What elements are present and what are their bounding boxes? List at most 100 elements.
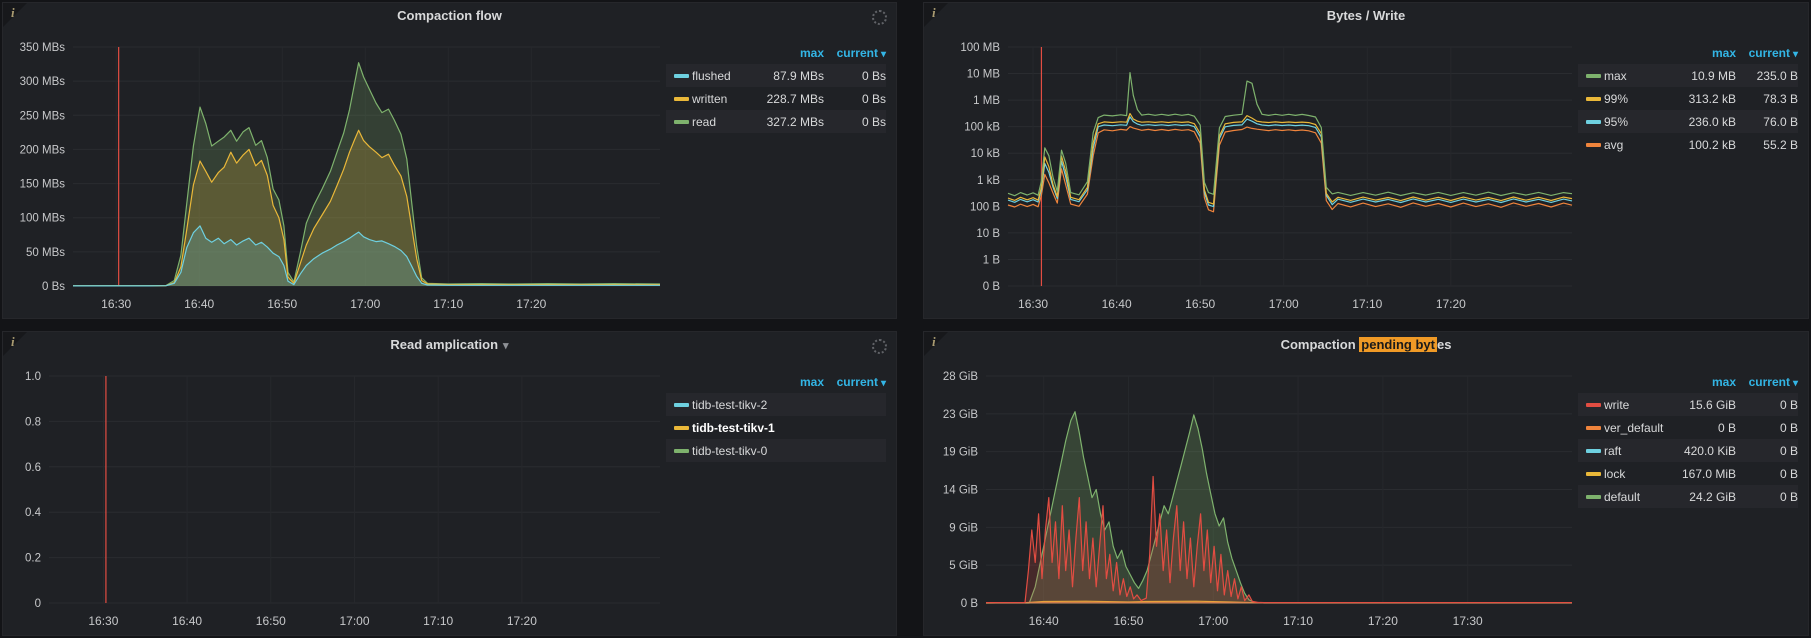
- series-color-swatch[interactable]: [1586, 96, 1601, 101]
- legend-max-value: 24.2 GiB: [1689, 489, 1736, 504]
- y-axis-tick-label: 50 MBs: [26, 247, 65, 259]
- series-color-swatch[interactable]: [1586, 494, 1601, 499]
- legend-header: max current ▾: [666, 370, 886, 393]
- chart-area[interactable]: 350 MBs 300 MBs 250 MBs 200 MBs 150 MBs 100 M…: [3, 29, 666, 318]
- panel-title[interactable]: Compaction flow: [3, 3, 896, 29]
- y-axis-tick-label: 100 MB: [960, 42, 1000, 54]
- legend-current-value: 76.0 B: [1763, 114, 1798, 129]
- legend-max-value: 10.9 MB: [1691, 68, 1736, 83]
- legend-series-label[interactable]: default: [1604, 489, 1641, 504]
- info-icon[interactable]: i: [932, 5, 936, 20]
- swatch-cell: [1578, 448, 1604, 453]
- title-caret-icon[interactable]: ▾: [503, 340, 509, 352]
- chart-area[interactable]: 28 GiB 23 GiB 19 GiB 14 GiB 9 GiB 5 GiB 0 B 16:…: [924, 358, 1578, 635]
- series-color-swatch[interactable]: [674, 96, 689, 101]
- legend-current-value: 0 Bs: [861, 91, 886, 106]
- panel-body: 28 GiB 23 GiB 19 GiB 14 GiB 9 GiB 5 GiB 0 B 16:…: [924, 358, 1808, 635]
- legend-series-label[interactable]: read: [692, 114, 717, 129]
- chart-canvas[interactable]: 1.0 0.8 0.6 0.4 0.2 0 16:30 16:40 16:50 17:00 17:1…: [3, 358, 666, 637]
- x-axis-tick-label: 16:40: [1029, 614, 1059, 628]
- y-axis-tick-label: 250 MBs: [20, 110, 66, 122]
- legend-series-label[interactable]: written: [692, 91, 728, 106]
- y-axis-tick-label: 1 B: [983, 254, 1001, 266]
- panel-bytes-per-write: i Bytes / Write 100 MB 10 MB 1 MB 100 kB 10 kB…: [923, 2, 1809, 319]
- chart-canvas[interactable]: 350 MBs 300 MBs 250 MBs 200 MBs 150 MBs 100 M…: [3, 29, 666, 320]
- info-icon[interactable]: i: [11, 334, 15, 349]
- legend-row: flushed 87.9 MBs 0 Bs: [666, 64, 886, 87]
- legend-header-current[interactable]: current ▾: [1748, 45, 1798, 60]
- series-line-read[interactable]: [73, 62, 661, 287]
- series-color-swatch[interactable]: [1586, 471, 1601, 476]
- panel-title[interactable]: Bytes / Write: [924, 3, 1808, 29]
- legend-max-value: 0 B: [1717, 420, 1736, 435]
- loading-spinner-icon: [872, 339, 887, 354]
- legend-header-max[interactable]: max: [1711, 45, 1736, 60]
- legend-row: 99% 313.2 kB 78.3 B: [1578, 87, 1798, 110]
- y-axis-tick-label: 100 B: [970, 201, 1000, 213]
- legend-header-current[interactable]: current ▾: [836, 374, 886, 389]
- chart-area[interactable]: 1.0 0.8 0.6 0.4 0.2 0 16:30 16:40 16:50 17:00 17:1…: [3, 358, 666, 635]
- legend-series-label[interactable]: raft: [1604, 443, 1622, 458]
- legend-series-label[interactable]: write: [1604, 397, 1630, 412]
- series-line-written[interactable]: [73, 129, 660, 287]
- legend-header-max[interactable]: max: [799, 374, 824, 389]
- chart-area[interactable]: 100 MB 10 MB 1 MB 100 kB 10 kB 1 kB 100 B 10 B 1…: [924, 29, 1578, 318]
- swatch-cell: [1578, 142, 1604, 147]
- series-line-default[interactable]: [986, 411, 1572, 604]
- legend-series-label[interactable]: max: [1604, 68, 1627, 83]
- series-color-swatch[interactable]: [674, 425, 689, 430]
- panel-info-corner[interactable]: [3, 332, 27, 356]
- y-axis-tick-label: 0 B: [983, 281, 1001, 293]
- panel-body: 100 MB 10 MB 1 MB 100 kB 10 kB 1 kB 100 B 10 B 1…: [924, 29, 1808, 318]
- legend-row: written 228.7 MBs 0 Bs: [666, 87, 886, 110]
- legend-header: max current ▾: [666, 41, 886, 64]
- series-color-swatch[interactable]: [674, 119, 689, 124]
- legend-row: lock 167.0 MiB 0 B: [1578, 462, 1798, 485]
- x-axis-tick-label: 16:50: [1113, 614, 1143, 628]
- series-color-swatch[interactable]: [1586, 73, 1601, 78]
- series-color-swatch[interactable]: [1586, 448, 1601, 453]
- series-color-swatch[interactable]: [674, 402, 689, 407]
- legend-series-label[interactable]: flushed: [692, 68, 731, 83]
- legend-header-max[interactable]: max: [1711, 374, 1736, 389]
- series-color-swatch[interactable]: [1586, 425, 1601, 430]
- series-color-swatch[interactable]: [674, 448, 689, 453]
- legend-series-label[interactable]: avg: [1604, 137, 1624, 152]
- panel-info-corner[interactable]: [924, 3, 948, 27]
- legend-row: max 10.9 MB 235.0 B: [1578, 64, 1798, 87]
- x-axis-tick-label: 16:30: [1018, 297, 1048, 311]
- legend-header-current[interactable]: current ▾: [1748, 374, 1798, 389]
- legend-current-value: 0 B: [1779, 443, 1798, 458]
- legend-series-label[interactable]: tidb-test-tikv-0: [692, 443, 768, 458]
- series-color-swatch[interactable]: [1586, 119, 1601, 124]
- series-color-swatch[interactable]: [674, 73, 689, 78]
- x-axis-tick-label: 17:20: [507, 614, 537, 628]
- legend-series-label[interactable]: lock: [1604, 466, 1626, 481]
- legend: max current ▾ write 15.6 GiB 0 B ver_default 0 …: [1578, 358, 1808, 635]
- legend-series-label[interactable]: ver_default: [1604, 420, 1664, 435]
- chart-canvas[interactable]: 100 MB 10 MB 1 MB 100 kB 10 kB 1 kB 100 B 10 B 1…: [924, 29, 1578, 320]
- legend-series-label[interactable]: tidb-test-tikv-2: [692, 397, 768, 412]
- y-axis-tick-label: 0.6: [25, 462, 41, 474]
- sort-caret-icon: ▾: [880, 377, 886, 389]
- info-icon[interactable]: i: [932, 334, 936, 349]
- series-color-swatch[interactable]: [1586, 402, 1601, 407]
- legend-series-label[interactable]: 99%: [1604, 91, 1629, 106]
- legend-header-max[interactable]: max: [799, 45, 824, 60]
- legend-header-current[interactable]: current ▾: [836, 45, 886, 60]
- series-line-write[interactable]: [986, 475, 1572, 604]
- series-color-swatch[interactable]: [1586, 142, 1601, 147]
- chart-canvas[interactable]: 28 GiB 23 GiB 19 GiB 14 GiB 9 GiB 5 GiB 0 B 16:…: [924, 358, 1578, 637]
- info-icon[interactable]: i: [11, 5, 15, 20]
- series-line-flushed[interactable]: [73, 225, 660, 287]
- legend-series-label[interactable]: 95%: [1604, 114, 1629, 129]
- y-axis-tick-label: 0.2: [25, 553, 41, 565]
- panel-info-corner[interactable]: [3, 3, 27, 27]
- panel-title[interactable]: Compaction pending byt es: [924, 332, 1808, 358]
- series-line-99%[interactable]: [1007, 112, 1573, 205]
- legend-series-label[interactable]: tidb-test-tikv-1: [692, 420, 775, 435]
- panel-title[interactable]: Read amplication ▾: [3, 332, 896, 358]
- series-line-max[interactable]: [1007, 72, 1573, 197]
- y-axis-tick-label: 28 GiB: [943, 371, 978, 383]
- panel-info-corner[interactable]: [924, 332, 948, 356]
